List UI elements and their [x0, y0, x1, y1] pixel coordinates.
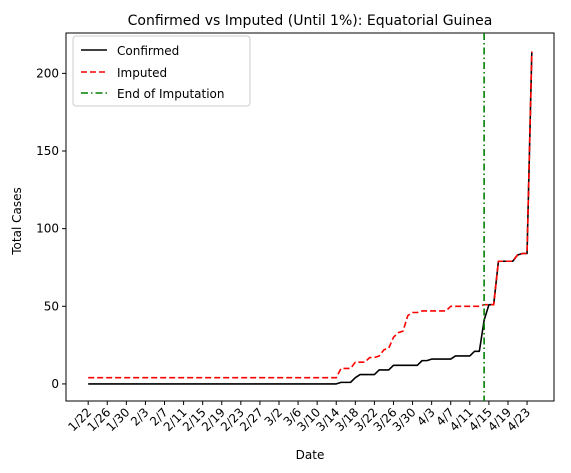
- plot-frame: [65, 32, 555, 402]
- legend-label-end-of-imputation: End of Imputation: [117, 87, 225, 101]
- x-axis: 1/221/261/302/32/72/112/152/192/232/273/…: [65, 401, 533, 434]
- x-axis-label: Date: [296, 448, 325, 462]
- legend-box: [72, 35, 251, 107]
- y-tick-label: 0: [51, 377, 59, 391]
- legend: Confirmed Imputed End of Imputation: [72, 35, 251, 107]
- y-tick-label: 150: [36, 144, 59, 158]
- y-tick-label: 50: [44, 299, 59, 313]
- y-axis-label: Total Cases: [10, 187, 24, 255]
- series-line-imputed: [88, 51, 533, 379]
- y-axis: 0 50 100 150 200: [36, 66, 66, 391]
- chart-title: Confirmed vs Imputed (Until 1%): Equator…: [128, 13, 493, 29]
- y-tick-label: 200: [36, 66, 59, 80]
- legend-label-confirmed: Confirmed: [117, 44, 179, 58]
- plot-area: [65, 32, 555, 402]
- x-tick-label: 4/23: [504, 405, 533, 434]
- series-layer: [88, 33, 533, 401]
- y-tick-label: 100: [36, 222, 59, 236]
- legend-label-imputed: Imputed: [117, 66, 167, 80]
